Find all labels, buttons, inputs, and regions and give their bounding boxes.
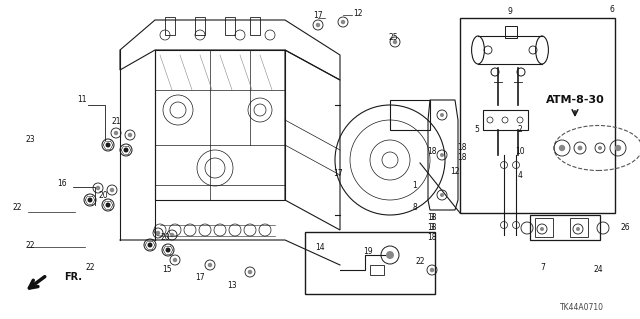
Text: 22: 22 bbox=[415, 257, 425, 266]
Circle shape bbox=[114, 131, 118, 135]
Text: 3: 3 bbox=[429, 213, 435, 222]
Bar bbox=[530, 215, 600, 240]
Circle shape bbox=[173, 258, 177, 262]
Text: FR.: FR. bbox=[64, 272, 82, 282]
Circle shape bbox=[96, 186, 100, 190]
Circle shape bbox=[598, 146, 602, 150]
Text: 25: 25 bbox=[388, 33, 398, 42]
Circle shape bbox=[147, 242, 152, 248]
Circle shape bbox=[615, 145, 621, 151]
Bar bbox=[535, 218, 553, 237]
Text: 7: 7 bbox=[541, 263, 545, 271]
Text: 26: 26 bbox=[620, 222, 630, 232]
Circle shape bbox=[440, 113, 444, 117]
Text: 8: 8 bbox=[413, 203, 417, 211]
Text: 22: 22 bbox=[12, 204, 22, 212]
Circle shape bbox=[124, 147, 129, 152]
Bar bbox=[305, 232, 435, 294]
Bar bbox=[195, 17, 205, 35]
Text: 19: 19 bbox=[363, 248, 373, 256]
Text: 12: 12 bbox=[451, 167, 460, 176]
Text: 17: 17 bbox=[195, 273, 205, 283]
Text: 1: 1 bbox=[413, 182, 417, 190]
Circle shape bbox=[386, 251, 394, 259]
Text: 20: 20 bbox=[160, 233, 170, 241]
Circle shape bbox=[578, 145, 582, 150]
Circle shape bbox=[88, 197, 93, 203]
Text: 21: 21 bbox=[111, 117, 121, 127]
Text: 6: 6 bbox=[609, 5, 614, 14]
Circle shape bbox=[170, 233, 174, 237]
Text: 22: 22 bbox=[25, 241, 35, 249]
Text: 18: 18 bbox=[428, 212, 436, 221]
Circle shape bbox=[128, 133, 132, 137]
Text: 24: 24 bbox=[593, 265, 603, 275]
Bar bbox=[225, 17, 235, 35]
Circle shape bbox=[248, 270, 252, 274]
Circle shape bbox=[109, 188, 115, 192]
Text: 22: 22 bbox=[85, 263, 95, 271]
Text: 18: 18 bbox=[457, 153, 467, 162]
Circle shape bbox=[540, 227, 544, 231]
Bar bbox=[460, 18, 615, 213]
Bar bbox=[505, 26, 517, 38]
Text: 2: 2 bbox=[518, 125, 522, 135]
Circle shape bbox=[429, 268, 435, 272]
Circle shape bbox=[166, 248, 170, 253]
Text: 18: 18 bbox=[428, 147, 436, 157]
Bar bbox=[483, 110, 528, 130]
Bar bbox=[570, 218, 588, 237]
Circle shape bbox=[440, 153, 444, 157]
Bar bbox=[165, 17, 175, 35]
Text: 5: 5 bbox=[475, 125, 479, 135]
Text: 13: 13 bbox=[227, 280, 237, 290]
Text: 12: 12 bbox=[353, 9, 363, 18]
Circle shape bbox=[440, 193, 444, 197]
Circle shape bbox=[156, 231, 160, 235]
Text: 23: 23 bbox=[25, 136, 35, 145]
Text: 10: 10 bbox=[515, 147, 525, 157]
Circle shape bbox=[340, 20, 345, 24]
Bar bbox=[250, 17, 260, 35]
Text: ATM-8-30: ATM-8-30 bbox=[546, 95, 604, 105]
Circle shape bbox=[106, 143, 111, 147]
Text: 3: 3 bbox=[429, 224, 435, 233]
Circle shape bbox=[208, 263, 212, 267]
Text: 17: 17 bbox=[313, 11, 323, 20]
Circle shape bbox=[576, 227, 580, 231]
Bar bbox=[370, 265, 384, 275]
Text: 9: 9 bbox=[508, 8, 513, 17]
Circle shape bbox=[106, 203, 111, 207]
Text: 18: 18 bbox=[428, 222, 436, 232]
Circle shape bbox=[393, 40, 397, 44]
Text: 15: 15 bbox=[162, 265, 172, 275]
Text: 4: 4 bbox=[518, 172, 522, 181]
Text: 18: 18 bbox=[428, 233, 436, 241]
Text: 20: 20 bbox=[98, 191, 108, 201]
Circle shape bbox=[316, 23, 320, 27]
Text: 18: 18 bbox=[457, 144, 467, 152]
Text: 17: 17 bbox=[333, 168, 343, 177]
Text: TK44A0710: TK44A0710 bbox=[560, 302, 604, 311]
Text: 14: 14 bbox=[315, 242, 325, 251]
Text: 16: 16 bbox=[57, 179, 67, 188]
Circle shape bbox=[559, 145, 565, 151]
Text: 11: 11 bbox=[77, 95, 87, 105]
